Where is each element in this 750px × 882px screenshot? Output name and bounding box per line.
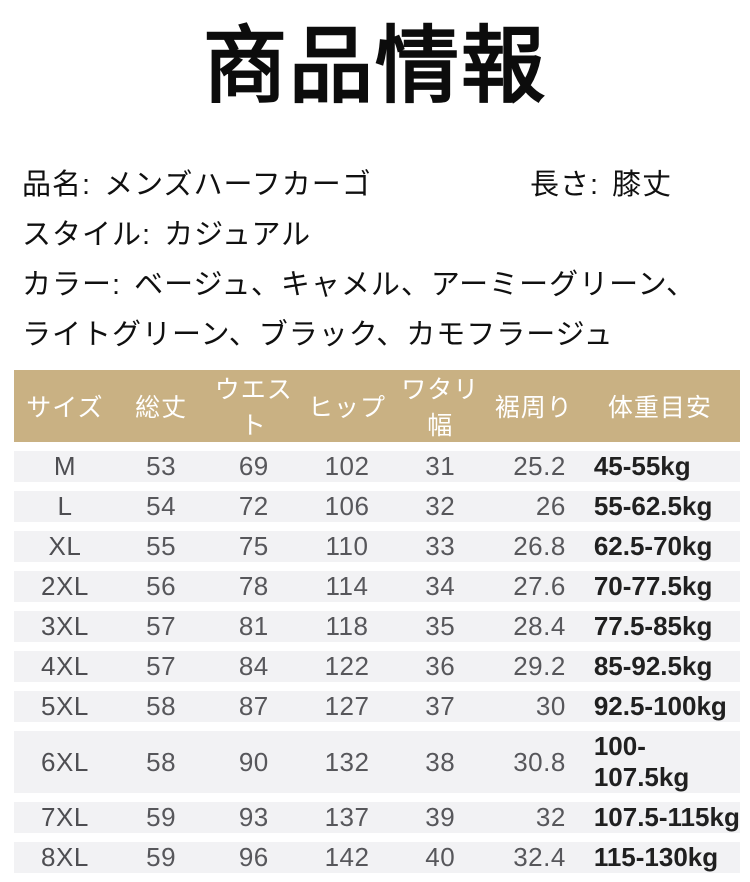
table-cell: XL [14,531,116,562]
table-cell: 57 [115,651,207,682]
table-cell: 78 [206,571,302,602]
table-cell: 33 [392,531,488,562]
table-cell: 57 [115,611,207,642]
table-cell: 3XL [14,611,116,642]
table-cell: 45-55kg [579,451,740,482]
product-name-value: メンズハーフカーゴ [104,169,372,201]
table-cell: 54 [115,491,207,522]
table-cell: 31 [392,451,488,482]
table-cell: 69 [206,451,302,482]
table-cell: 118 [301,611,393,642]
table-cell: 114 [301,571,393,602]
page-title: 商品情報 [202,19,547,113]
table-cell: 40 [392,842,488,873]
table-cell: 56 [115,571,207,602]
column-header: 体重目安 [579,370,740,442]
column-header: ワタリ幅 [392,370,488,442]
table-cell: 122 [301,651,393,682]
table-cell: 35 [392,611,488,642]
product-name-line: 品名: メンズハーフカーゴ 長さ: 膝丈 [22,160,742,210]
table-cell: M [14,451,116,482]
table-cell: 59 [115,842,207,873]
color-value-line2: ライトグリーン、ブラック、カモフラージュ [22,319,614,351]
table-row: 4XL 57 84 122 36 29.2 85-92.5kg [14,651,740,682]
table-cell: 90 [206,731,302,793]
table-cell: 30 [487,691,580,722]
table-cell: 37 [392,691,488,722]
table-cell: 100-107.5kg [579,731,740,793]
table-cell: 58 [115,731,207,793]
column-header: ヒップ [301,370,393,442]
table-cell: 85-92.5kg [579,651,740,682]
table-cell: 28.4 [487,611,580,642]
size-table-header: サイズ 総丈 ウエスト ヒップ ワタリ幅 裾周り 体重目安 [14,370,740,442]
table-row: XL 55 75 110 33 26.8 62.5-70kg [14,531,740,562]
product-name-label: 品名: [22,169,92,201]
table-cell: 32.4 [487,842,580,873]
size-table: サイズ 総丈 ウエスト ヒップ ワタリ幅 裾周り 体重目安 M 53 69 102 31 25.2 45… [14,361,740,882]
color-label: カラー: [22,269,122,301]
table-row: 6XL 58 90 132 38 30.8 100-107.5kg [14,731,740,793]
style-line: スタイル: カジュアル [22,210,742,260]
table-cell: 55 [115,531,207,562]
table-cell: 70-77.5kg [579,571,740,602]
table-cell: 81 [206,611,302,642]
table-cell: 27.6 [487,571,580,602]
table-cell: 5XL [14,691,116,722]
table-cell: 58 [115,691,207,722]
table-cell: 36 [392,651,488,682]
table-cell: 34 [392,571,488,602]
table-cell: 32 [392,491,488,522]
column-header: 総丈 [115,370,207,442]
table-cell: 102 [301,451,393,482]
table-cell: 96 [206,842,302,873]
table-cell: 92.5-100kg [579,691,740,722]
size-table-body: M 53 69 102 31 25.2 45-55kg L 54 72 106 32 26 55-62.5… [14,451,740,873]
length-group: 長さ: 膝丈 [530,160,672,210]
table-cell: 29.2 [487,651,580,682]
table-row: 3XL 57 81 118 35 28.4 77.5-85kg [14,611,740,642]
table-cell: 55-62.5kg [579,491,740,522]
color-line: カラー: ベージュ、キャメル、アーミーグリーン、 [22,260,742,310]
length-value: 膝丈 [612,169,673,201]
color-value-line1: ベージュ、キャメル、アーミーグリーン、 [134,269,696,301]
column-header: ウエスト [206,370,302,442]
table-row: 2XL 56 78 114 34 27.6 70-77.5kg [14,571,740,602]
table-cell: 106 [301,491,393,522]
product-info: 品名: メンズハーフカーゴ 長さ: 膝丈 スタイル: カジュアル カラー: ベージュ、キ… [22,160,742,360]
table-cell: 62.5-70kg [579,531,740,562]
table-cell: 87 [206,691,302,722]
table-cell: 8XL [14,842,116,873]
table-cell: 84 [206,651,302,682]
length-label: 長さ: [530,169,600,201]
table-row: 5XL 58 87 127 37 30 92.5-100kg [14,691,740,722]
table-cell: 25.2 [487,451,580,482]
table-cell: 30.8 [487,731,580,793]
table-cell: 26 [487,491,580,522]
column-header: 裾周り [487,370,580,442]
table-cell: 72 [206,491,302,522]
table-cell: 115-130kg [579,842,740,873]
table-cell: 77.5-85kg [579,611,740,642]
style-value: カジュアル [164,219,312,251]
size-table-header-row: サイズ 総丈 ウエスト ヒップ ワタリ幅 裾周り 体重目安 [14,370,740,442]
table-cell: 2XL [14,571,116,602]
table-cell: L [14,491,116,522]
column-header: サイズ [14,370,116,442]
color-line-continuation: ライトグリーン、ブラック、カモフラージュ [22,310,742,360]
table-row: M 53 69 102 31 25.2 45-55kg [14,451,740,482]
table-cell: 6XL [14,731,116,793]
table-row: L 54 72 106 32 26 55-62.5kg [14,491,740,522]
style-label: スタイル: [22,219,152,251]
table-cell: 110 [301,531,393,562]
table-cell: 127 [301,691,393,722]
table-row: 8XL 59 96 142 40 32.4 115-130kg [14,842,740,873]
table-cell: 142 [301,842,393,873]
table-cell: 53 [115,451,207,482]
table-cell: 26.8 [487,531,580,562]
table-cell: 4XL [14,651,116,682]
table-cell: 75 [206,531,302,562]
table-cell: 38 [392,731,488,793]
table-cell: 132 [301,731,393,793]
